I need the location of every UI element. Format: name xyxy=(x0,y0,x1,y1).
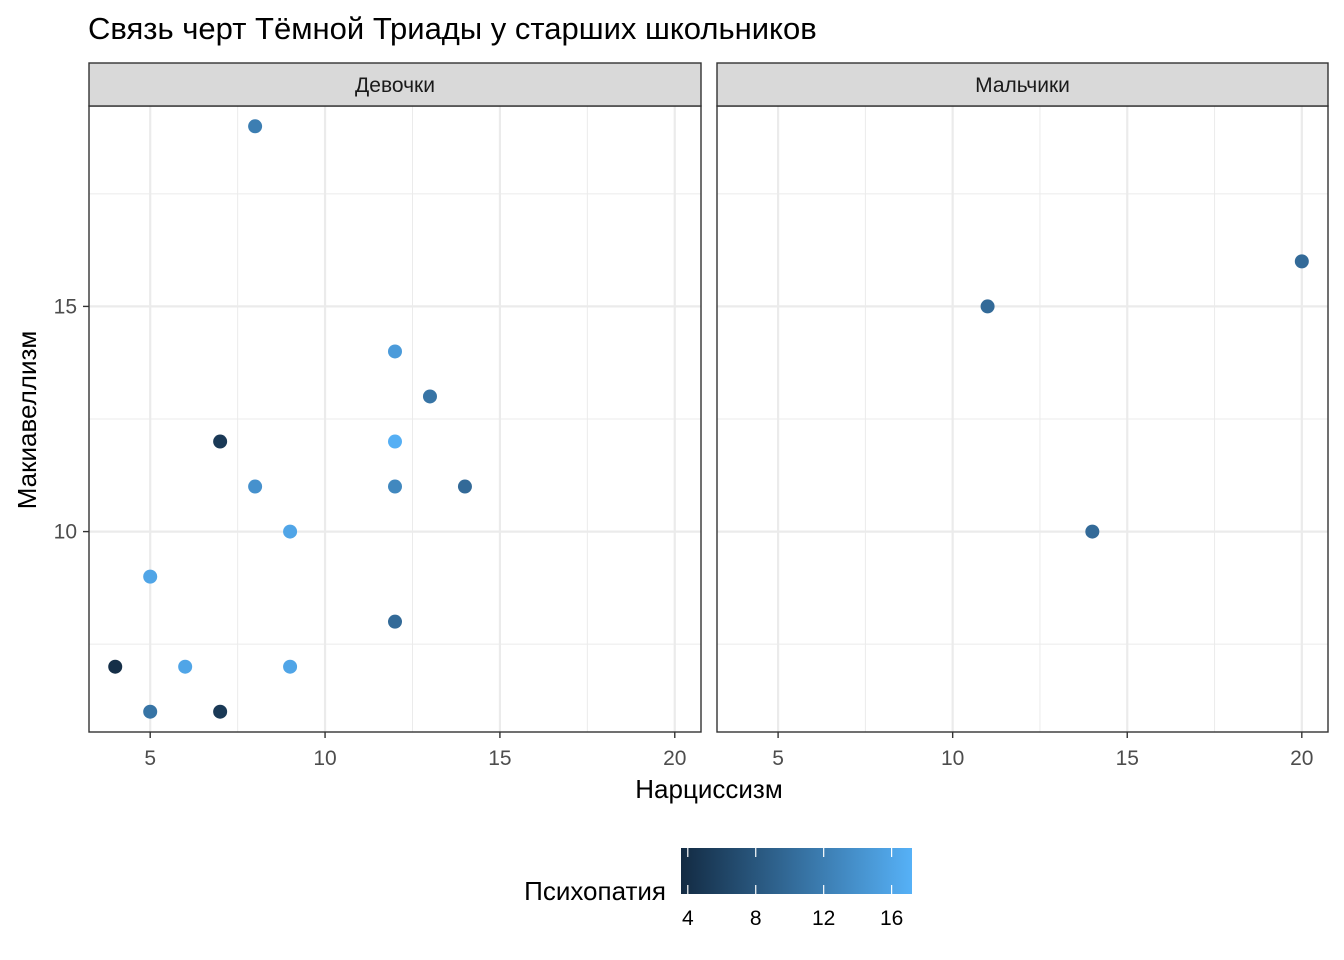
data-point xyxy=(388,479,402,494)
x-tick-label: 20 xyxy=(1290,747,1313,770)
legend-tick-label: 16 xyxy=(880,907,903,930)
data-point xyxy=(457,479,472,494)
data-point xyxy=(1294,254,1309,269)
x-tick-label: 15 xyxy=(488,747,511,770)
legend-tick-label: 8 xyxy=(750,907,762,930)
data-point xyxy=(143,704,158,719)
legend-tick-label: 4 xyxy=(682,907,694,930)
y-axis-label: Макиавеллизм xyxy=(12,331,42,510)
x-axis-label: Нарциссизм xyxy=(635,774,782,804)
data-point xyxy=(283,524,298,539)
facet-strip-label: Девочки xyxy=(355,74,435,97)
facet-panel-2: Мальчики 5 10 15 20 xyxy=(716,62,1329,770)
legend-tick-label: 12 xyxy=(812,907,835,930)
x-tick-label: 5 xyxy=(772,747,784,770)
y-tick-label: 10 xyxy=(54,521,77,544)
data-point xyxy=(283,659,298,674)
color-legend: Психопатия 4 8 12 16 xyxy=(524,848,912,930)
data-point xyxy=(213,704,228,719)
data-point xyxy=(422,389,437,404)
data-point xyxy=(388,344,402,359)
data-point xyxy=(980,299,995,314)
chart-title: Связь черт Тёмной Триады у старших школь… xyxy=(88,11,817,46)
data-point xyxy=(1085,524,1100,539)
legend-title: Психопатия xyxy=(524,876,666,906)
x-tick-label: 10 xyxy=(313,747,336,770)
x-tick-label: 20 xyxy=(663,747,686,770)
facet-panel-1: Девочки 5 10 15 20 10 15 xyxy=(54,62,702,770)
data-point xyxy=(213,434,228,449)
facet-strip-label: Мальчики xyxy=(975,74,1070,97)
x-tick-label: 15 xyxy=(1116,747,1139,770)
data-point xyxy=(388,614,402,629)
y-tick-label: 15 xyxy=(54,295,77,318)
x-tick-label: 10 xyxy=(941,747,964,770)
legend-colorbar xyxy=(681,848,912,894)
data-point xyxy=(248,119,263,134)
data-point xyxy=(178,659,193,674)
data-point xyxy=(108,659,123,674)
facet-strip xyxy=(716,62,1329,107)
data-point xyxy=(388,434,402,449)
data-point xyxy=(248,479,263,494)
data-point xyxy=(143,569,158,584)
facet-strip xyxy=(88,62,702,107)
x-tick-label: 5 xyxy=(144,747,156,770)
